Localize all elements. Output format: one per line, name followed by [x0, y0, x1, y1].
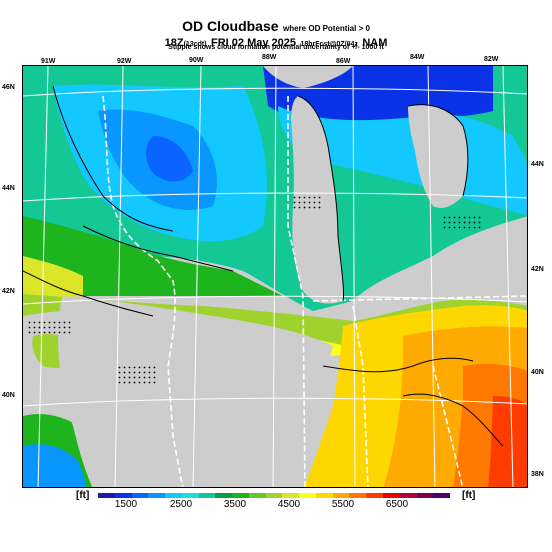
colorbar-segment	[366, 493, 384, 498]
colorbar-segment	[399, 493, 417, 498]
cloudbase-map	[23, 66, 527, 487]
state-borders	[102, 95, 527, 487]
colorbar-segment	[181, 493, 199, 498]
colorbar-segment	[232, 493, 249, 498]
grid-line	[192, 66, 202, 487]
forecast-hour: 18hrFcst@0Z/04z	[300, 41, 358, 48]
grid-line	[23, 295, 527, 305]
stipple-patch	[293, 196, 323, 211]
lat-label: 40N	[2, 392, 15, 399]
cloudbase-west-yellow	[23, 256, 83, 301]
colorbar-segment	[215, 493, 233, 498]
colorbar-segment	[315, 493, 333, 498]
lake-superior	[263, 66, 353, 88]
graticule	[23, 66, 527, 487]
lon-label: 92W	[117, 58, 132, 65]
model-name: NAM	[362, 37, 388, 49]
grid-line	[23, 192, 527, 202]
border-line	[102, 95, 184, 487]
lat-label: 44N	[2, 185, 15, 192]
time-hour: 18Z	[164, 37, 184, 49]
map-panel[interactable]	[22, 65, 528, 488]
grid-line	[427, 66, 436, 487]
colorbar-segment	[416, 493, 434, 498]
colorbar-segment	[198, 493, 216, 498]
contour-line	[297, 95, 345, 302]
lon-label: 91W	[41, 58, 56, 65]
colorbar-segment	[114, 493, 132, 498]
land-gray-south	[58, 296, 333, 487]
lake-huron	[408, 104, 468, 208]
lon-label: 82W	[484, 56, 499, 63]
border-line	[432, 365, 464, 487]
border-line	[312, 295, 527, 302]
colorbar-tick: 2500	[169, 499, 193, 510]
uncertainty-stipple	[28, 196, 483, 386]
grid-line	[352, 66, 356, 487]
grid-line	[37, 66, 49, 487]
colorbar-segment	[282, 493, 300, 498]
title-condition: where OD Potential > 0	[283, 24, 370, 33]
contour-line	[52, 85, 174, 232]
map-title: OD Cloudbase where OD Potential > 0	[0, 18, 552, 36]
colorbar-segment	[332, 493, 350, 498]
colorbar-tick: 6500	[385, 499, 409, 510]
time-date: FRI 02 May 2025	[211, 37, 296, 49]
contour-line	[82, 225, 234, 272]
contour-line	[23, 270, 154, 317]
colorbar-unit-right: [ft]	[462, 490, 476, 501]
cloudbase-darkest	[145, 136, 193, 182]
title-text: OD Cloudbase	[182, 18, 279, 34]
border-line	[287, 96, 306, 487]
grid-line	[272, 66, 277, 487]
colorbar-segment	[299, 493, 316, 498]
colorbar-segment	[383, 493, 400, 498]
contours	[23, 85, 504, 447]
colorbar-tick: 5500	[331, 499, 355, 510]
stipple-note: Stipple shows cloud formation potential …	[168, 44, 384, 51]
lat-label: 40N	[531, 369, 544, 376]
grid-line	[502, 66, 514, 487]
lat-label: 46N	[2, 84, 15, 91]
stipple-patch	[28, 321, 73, 336]
lon-label: 86W	[336, 58, 351, 65]
colorbar-tick: 1500	[114, 499, 138, 510]
colorbar-tick: 3500	[223, 499, 247, 510]
colorbar-segment	[265, 493, 283, 498]
grid-line	[23, 87, 527, 97]
colorbar-segment	[248, 493, 266, 498]
cloudbase-west-green	[23, 216, 283, 296]
colorbar-segment	[349, 493, 367, 498]
stipple-patch	[118, 366, 158, 386]
valid-time: 18Z(13cdt) FRI 02 May 2025 18hrFcst@0Z/0…	[0, 33, 552, 51]
lat-label: 44N	[531, 161, 544, 168]
lon-label: 90W	[189, 57, 204, 64]
lon-label: 88W	[262, 54, 277, 61]
colorbar-segment	[433, 493, 451, 498]
lat-label: 38N	[531, 471, 544, 478]
contour-line	[322, 357, 474, 373]
grid-line	[114, 66, 124, 487]
contour-line	[402, 393, 504, 447]
colorbar-tick: 4500	[277, 499, 301, 510]
lat-label: 42N	[2, 288, 15, 295]
contour-line	[407, 104, 469, 197]
colorbar	[98, 493, 451, 498]
stipple-patch	[443, 216, 483, 231]
colorbar-segment	[148, 493, 166, 498]
lon-label: 84W	[410, 54, 425, 61]
cloudbase-southeast-hot	[488, 396, 527, 487]
time-local: (13cdt)	[183, 41, 207, 48]
colorbar-segment	[131, 493, 149, 498]
lat-label: 42N	[531, 266, 544, 273]
colorbar-segment	[98, 493, 115, 498]
colorbar-segment	[165, 493, 182, 498]
colorbar-unit-left: [ft]	[76, 490, 90, 501]
border-line	[352, 305, 369, 487]
